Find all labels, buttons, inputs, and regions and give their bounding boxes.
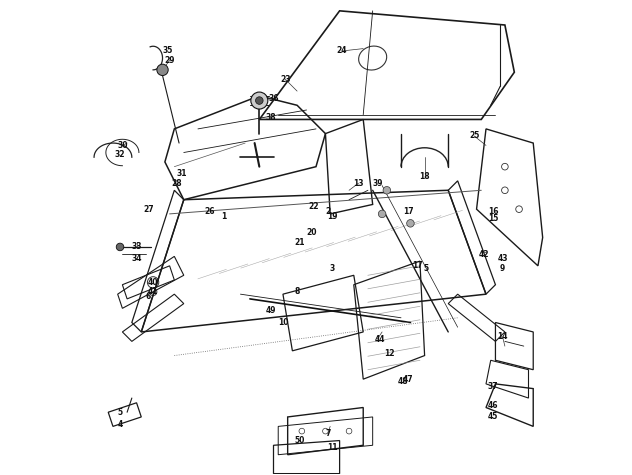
Text: 33: 33 (131, 242, 142, 251)
Circle shape (346, 428, 352, 434)
Circle shape (516, 206, 523, 212)
Text: 45: 45 (488, 412, 498, 421)
Text: 46: 46 (488, 400, 499, 409)
Text: 6: 6 (146, 292, 151, 301)
Circle shape (116, 243, 124, 251)
Circle shape (379, 210, 386, 218)
Text: 20: 20 (306, 228, 317, 238)
Text: 13: 13 (353, 179, 364, 188)
Text: 37: 37 (488, 382, 499, 391)
Text: 17: 17 (403, 207, 413, 216)
Text: 50: 50 (295, 436, 305, 445)
Text: 34: 34 (131, 254, 142, 263)
Text: 18: 18 (419, 171, 430, 180)
Text: 47: 47 (403, 375, 413, 384)
Text: 4: 4 (118, 419, 123, 428)
Text: 22: 22 (308, 202, 319, 211)
Text: 48: 48 (398, 377, 409, 386)
Text: 5: 5 (423, 264, 428, 273)
Circle shape (255, 97, 263, 104)
Text: 39: 39 (372, 179, 382, 188)
Text: 27: 27 (143, 205, 154, 214)
Text: 32: 32 (115, 151, 125, 159)
Circle shape (157, 64, 168, 76)
Text: 40: 40 (148, 278, 159, 287)
Circle shape (406, 219, 414, 227)
Text: 17: 17 (412, 261, 423, 270)
Circle shape (251, 92, 268, 109)
Text: 29: 29 (164, 56, 175, 65)
Text: 25: 25 (469, 132, 480, 141)
Text: 8: 8 (295, 287, 300, 296)
Text: 19: 19 (327, 212, 337, 221)
Text: 36: 36 (268, 94, 279, 103)
Text: 49: 49 (266, 306, 276, 315)
Text: 3: 3 (330, 264, 335, 273)
Circle shape (383, 187, 391, 194)
Text: 14: 14 (497, 332, 507, 341)
Text: 44: 44 (375, 334, 385, 343)
Circle shape (299, 428, 305, 434)
Text: 10: 10 (277, 318, 288, 327)
Circle shape (502, 163, 508, 170)
Text: 41: 41 (148, 287, 159, 296)
Text: 42: 42 (478, 249, 489, 258)
Text: 24: 24 (337, 47, 347, 56)
Text: 43: 43 (497, 254, 507, 263)
Text: 31: 31 (176, 169, 186, 178)
Text: 26: 26 (205, 207, 215, 216)
Text: 12: 12 (384, 349, 394, 358)
Circle shape (322, 428, 328, 434)
Circle shape (502, 187, 508, 194)
Text: 21: 21 (295, 238, 305, 247)
Text: 2: 2 (325, 207, 331, 216)
Text: 1: 1 (221, 212, 226, 221)
Text: 7: 7 (325, 429, 331, 438)
Text: 5: 5 (118, 408, 123, 417)
Text: 11: 11 (327, 443, 337, 452)
Text: 38: 38 (266, 113, 276, 122)
Text: 16: 16 (488, 207, 499, 216)
Text: 28: 28 (171, 179, 182, 188)
Text: 35: 35 (162, 47, 173, 56)
Text: 15: 15 (488, 214, 498, 223)
Text: 30: 30 (117, 141, 128, 150)
Text: 9: 9 (500, 264, 505, 273)
Text: 23: 23 (280, 75, 291, 84)
